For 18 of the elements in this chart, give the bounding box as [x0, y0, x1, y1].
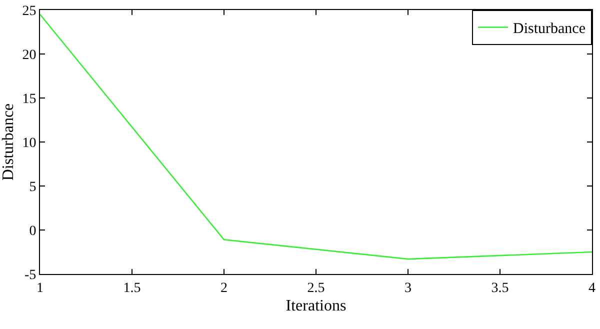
y-tick-label: 10 [22, 136, 36, 151]
y-tick-label: 20 [22, 48, 36, 63]
y-tick-label: -5 [24, 268, 36, 283]
legend-label: Disturbance [513, 21, 586, 38]
x-tick-label: 2 [220, 280, 228, 296]
y-tick-label: 15 [22, 92, 36, 107]
x-tick-label: 1.5 [123, 280, 141, 296]
y-tick-label: 5 [29, 180, 36, 195]
x-axis-title: Iterations [286, 298, 346, 314]
x-tick-label: 3 [404, 280, 412, 296]
y-tick-label: 25 [22, 4, 36, 19]
x-tick-label: 2.5 [307, 280, 325, 296]
y-axis-title: Disturbance [0, 103, 18, 181]
x-tick-label: 4 [588, 280, 596, 296]
x-tick-label: 3.5 [491, 280, 509, 296]
x-tick-label: 1 [36, 280, 44, 296]
line-series [40, 14, 592, 260]
y-tick-label: 0 [29, 224, 36, 239]
